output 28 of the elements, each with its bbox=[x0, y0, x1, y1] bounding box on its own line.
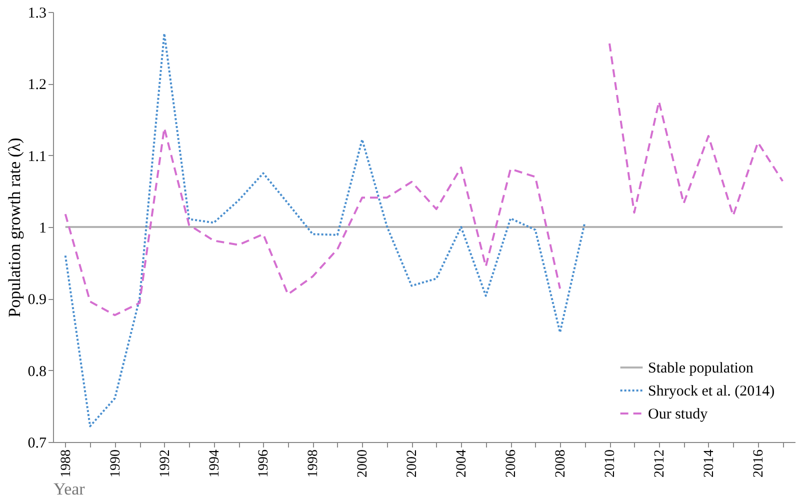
y-axis-title: Population growth rate (λ) bbox=[4, 138, 24, 318]
x-tick-label: 2000 bbox=[356, 450, 371, 478]
x-axis-title: Year bbox=[54, 480, 86, 498]
y-tick-label: 1.1 bbox=[28, 148, 46, 165]
y-tick-label: 1.2 bbox=[28, 77, 46, 94]
x-tick-label: 1988 bbox=[58, 450, 74, 478]
x-tick-label: 2006 bbox=[504, 450, 520, 478]
legend-label: Shryock et al. (2014) bbox=[648, 384, 775, 400]
line-series bbox=[64, 32, 586, 428]
legend-label: Stable population bbox=[648, 360, 754, 376]
x-tick-label: 2004 bbox=[454, 450, 470, 478]
x-tick-label: 2016 bbox=[751, 450, 766, 478]
x-tick-label: 2002 bbox=[405, 450, 420, 478]
legend-label: Our study bbox=[648, 406, 708, 422]
x-tick-label: 1998 bbox=[306, 450, 322, 478]
x-tick-label: 2010 bbox=[603, 450, 618, 478]
x-tick-label: 1990 bbox=[108, 450, 124, 478]
y-tick-label: 1.3 bbox=[28, 6, 46, 22]
x-tick-label: 1996 bbox=[256, 450, 272, 478]
x-tick-label: 1994 bbox=[207, 450, 222, 478]
x-tick-label: 2012 bbox=[652, 450, 668, 478]
x-tick-label: 2014 bbox=[702, 450, 717, 478]
x-tick-label: 1992 bbox=[158, 450, 173, 478]
y-tick-label: 0.8 bbox=[28, 364, 46, 380]
y-tick-label: 0.7 bbox=[28, 436, 47, 452]
x-tick-label: 2008 bbox=[554, 450, 569, 478]
y-tick-label: 0.9 bbox=[28, 292, 46, 308]
y-tick-label: 1 bbox=[39, 220, 46, 236]
